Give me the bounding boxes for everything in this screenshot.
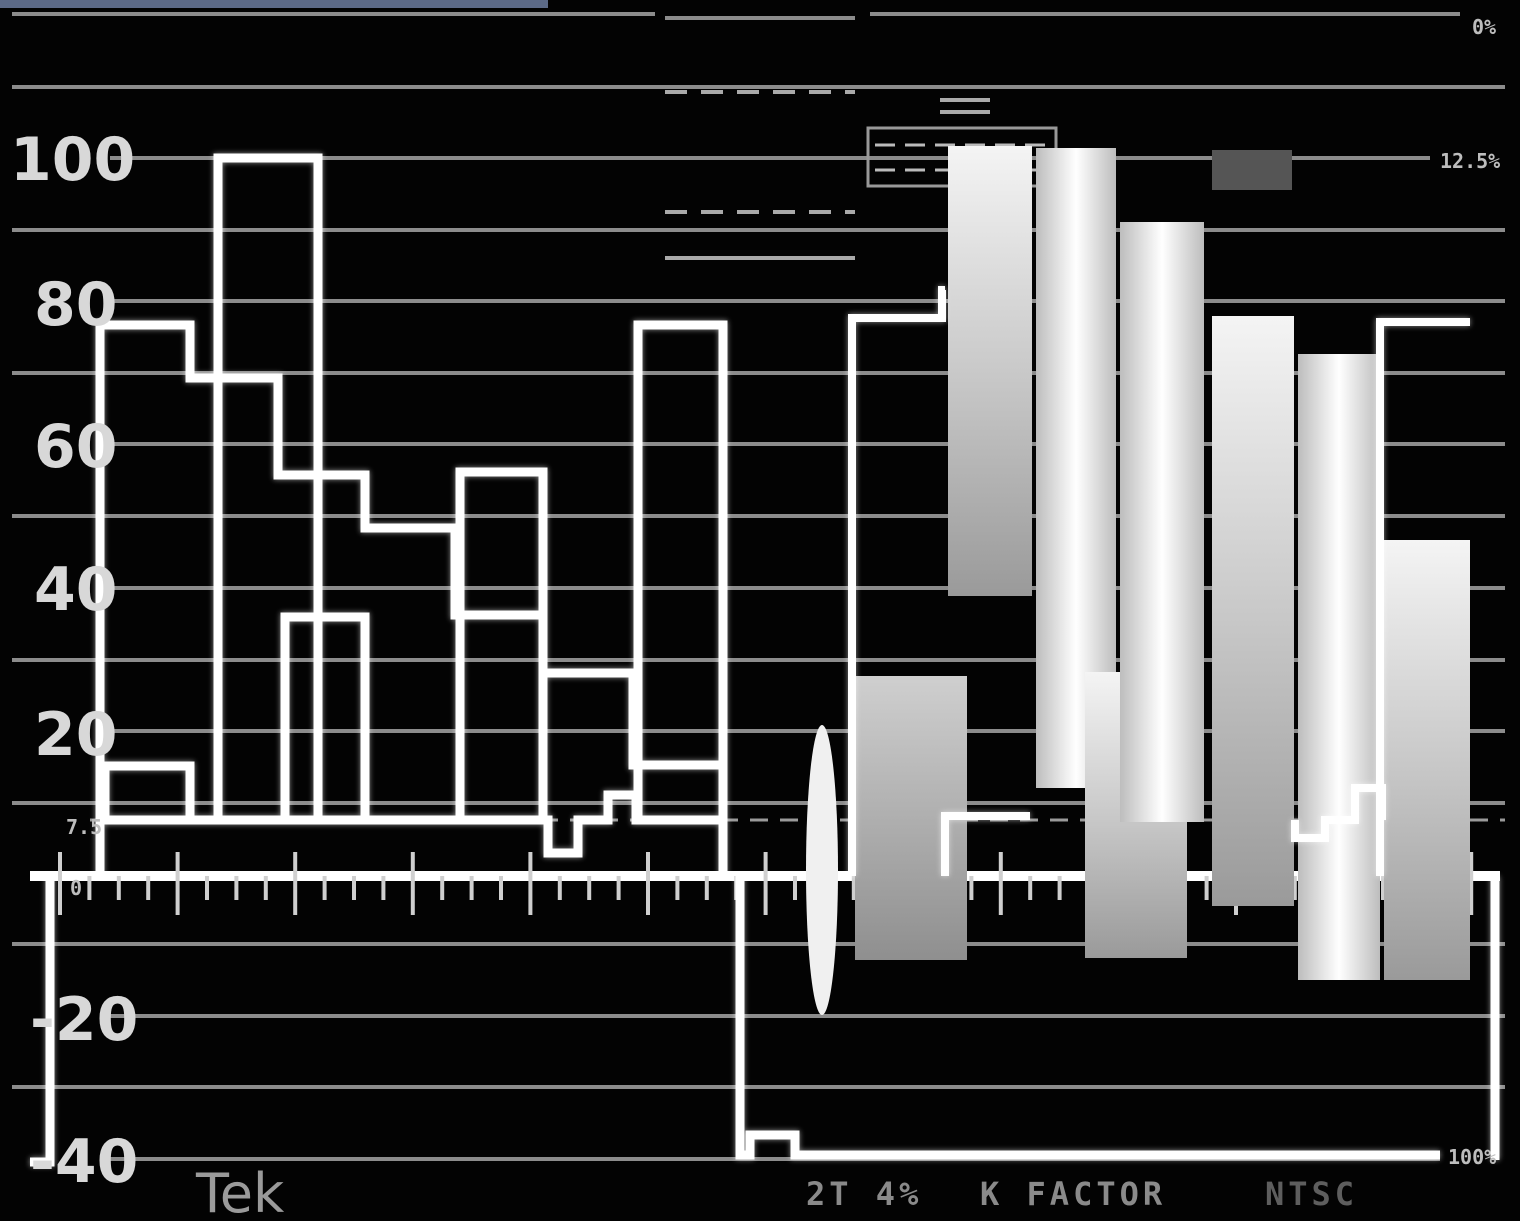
- k-factor-value: 2T 4%: [806, 1175, 922, 1213]
- chroma-band: [1120, 222, 1204, 822]
- chroma-band: [1298, 354, 1380, 980]
- chroma-bars-group: [806, 146, 1470, 1015]
- bottom-readout: 2T 4% K FACTOR NTSC: [806, 1175, 1358, 1213]
- label-100-percent: 100%: [1448, 1145, 1496, 1169]
- trace-luma-right: [848, 286, 946, 876]
- chroma-band-faint: [1212, 150, 1292, 190]
- left-waveform-group: [30, 153, 1500, 1167]
- color-burst: [806, 725, 838, 1015]
- scale-label-100: 100: [10, 125, 135, 195]
- scale-label-40: 40: [34, 555, 118, 625]
- trace-luma-right: [1376, 318, 1470, 876]
- trace-pulse-100: [213, 153, 323, 820]
- corner-labels: 0% 12.5% 100%: [1440, 15, 1500, 1169]
- chroma-band: [948, 146, 1032, 596]
- scale-label-7-5: 7.5: [66, 815, 102, 839]
- sync-pulse-trace: [735, 876, 1440, 1160]
- label-0-percent: 0%: [1472, 15, 1496, 39]
- chroma-band: [1384, 540, 1470, 980]
- chroma-band: [1212, 316, 1294, 906]
- scale-label-80: 80: [34, 270, 118, 340]
- label-12-5-percent: 12.5%: [1440, 149, 1500, 173]
- sync-left: [30, 876, 55, 1167]
- trace-luma-right: [941, 812, 1030, 876]
- trace-pulse: [100, 761, 195, 820]
- trace-pulse: [455, 467, 548, 820]
- standard-label: NTSC: [1265, 1175, 1358, 1213]
- k-factor-label: K FACTOR: [980, 1175, 1166, 1213]
- luminance-staircase: [95, 320, 728, 876]
- right-waveform-group: [848, 286, 1470, 876]
- setup-level-trace: [100, 790, 723, 858]
- trace-pulse: [280, 612, 370, 820]
- brand-logo: Tek: [195, 1162, 285, 1221]
- scale-label-20: 20: [34, 700, 118, 770]
- scale-label-0: 0: [70, 876, 82, 900]
- trace-pulse: [633, 320, 728, 820]
- scale-labels: 100 80 60 40 20 7.5 0 -20 -40: [10, 125, 138, 1197]
- scale-label-60: 60: [34, 412, 118, 482]
- status-bar: [0, 0, 548, 8]
- scale-label-minus-20: -20: [30, 985, 138, 1055]
- trace-setup-right: [1291, 784, 1386, 842]
- scale-label-minus-40: -40: [30, 1127, 138, 1197]
